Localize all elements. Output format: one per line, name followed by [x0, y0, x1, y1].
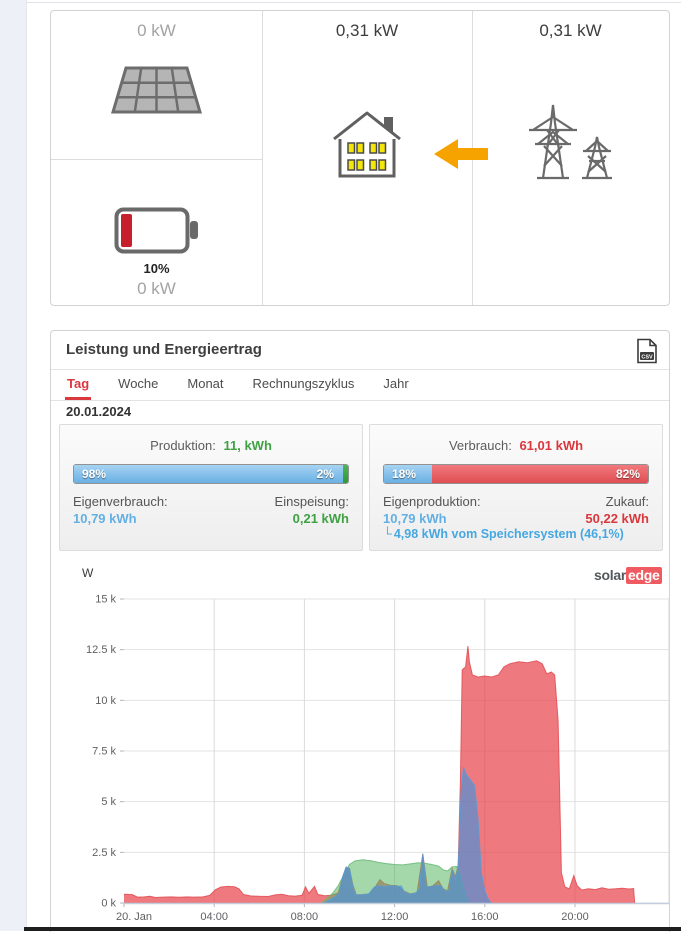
column-divider [262, 11, 263, 305]
self-production-label: Eigenproduktion: [383, 494, 481, 509]
power-area-chart[interactable]: 0 k 2.5 k 5 k 7.5 k 10 k 12.5 k 15 k 20. Jan 04:… [50, 560, 670, 931]
time-range-tabs: Tag Woche Monat Rechnungszyklus Jahr [51, 370, 669, 401]
storage-note-text: 4,98 kWh vom Speichersystem (46,1%) [393, 527, 624, 541]
consumption-detail-columns: Eigenproduktion: 10,79 kWh Zukauf: 50,22… [383, 494, 649, 526]
top-divider [27, 2, 681, 3]
selected-date: 20.01.2024 [66, 404, 132, 419]
battery-soc-label: 10% [143, 261, 170, 276]
svg-text:20. Jan: 20. Jan [116, 911, 152, 923]
power-grid-icon [529, 104, 612, 180]
solar-panel-icon [111, 66, 202, 114]
energy-panel: Leistung und Energieertrag CSV Tag Woche… [50, 330, 670, 932]
house-icon [333, 111, 401, 178]
svg-text:12:00: 12:00 [381, 911, 409, 923]
logo-part-solar: solar [594, 567, 626, 583]
consumption-headline: Verbrauch: 61,01 kWh [370, 438, 662, 453]
bar-left-percent: 18% [392, 467, 417, 481]
battery-power-value: 0 kW [137, 279, 176, 298]
solaredge-logo: solar edge [594, 567, 663, 584]
svg-text:CSV: CSV [641, 354, 653, 360]
self-consumption-value: 10,79 kWh [73, 511, 137, 526]
self-production-value: 10,79 kWh [383, 511, 447, 526]
bar-right-percent: 82% [615, 467, 640, 481]
grid-power-value: 0,31 kW [539, 21, 602, 40]
page-left-strip [0, 0, 27, 931]
power-flow-widget: 0 kW 10% 0 kW 0,31 kW 0,31 kW [50, 10, 670, 306]
feed-in-segment [342, 465, 348, 483]
self-consumption-segment [74, 465, 343, 483]
purchased-column: Zukauf: 50,22 kWh [585, 494, 649, 526]
pv-power-value: 0 kW [137, 21, 176, 40]
feed-in-column: Einspeisung: 0,21 kWh [275, 494, 349, 526]
battery-icon [114, 207, 198, 254]
tab-rechnungszyklus[interactable]: Rechnungszyklus [252, 376, 355, 391]
svg-text:20:00: 20:00 [561, 911, 589, 923]
tab-jahr[interactable]: Jahr [383, 376, 409, 391]
bar-left-percent: 98% [82, 467, 107, 481]
feed-in-label: Einspeisung: [274, 494, 349, 509]
tab-monat[interactable]: Monat [187, 376, 224, 391]
consumption-label: Verbrauch: [448, 438, 512, 453]
svg-text:04:00: 04:00 [200, 911, 228, 923]
svg-text:2.5 k: 2.5 k [92, 847, 116, 859]
storage-contribution-note: └ 4,98 kWh vom Speichersystem (46,1%) [383, 527, 649, 541]
consumption-summary-box: Verbrauch: 61,01 kWh 18% 82% Eigenproduk… [369, 424, 663, 551]
svg-text:0 k: 0 k [101, 898, 116, 910]
svg-text:15 k: 15 k [95, 594, 116, 606]
purchased-value: 50,22 kWh [585, 511, 649, 526]
energy-panel-header: Leistung und Energieertrag CSV [51, 331, 669, 370]
logo-part-edge: edge [625, 567, 663, 584]
tab-woche[interactable]: Woche [118, 376, 159, 391]
storage-arrow-icon: └ [383, 527, 392, 541]
panel-title: Leistung und Energieertrag [66, 341, 262, 358]
tab-tag[interactable]: Tag [65, 370, 92, 400]
svg-text:12.5 k: 12.5 k [86, 644, 116, 656]
self-production-column: Eigenproduktion: 10,79 kWh [383, 494, 481, 526]
row-divider [51, 159, 262, 160]
svg-text:5 k: 5 k [101, 796, 116, 808]
self-consumption-column: Eigenverbrauch: 10,79 kWh [73, 494, 168, 526]
svg-text:08:00: 08:00 [291, 911, 319, 923]
purchased-segment [431, 465, 648, 483]
bottom-edge-bar [24, 927, 681, 931]
grid-to-house-arrow-icon [434, 139, 488, 169]
bar-right-percent: 2% [316, 467, 334, 481]
production-summary-box: Produktion: 11, kWh 98% 2% Eigenverbrauc… [59, 424, 363, 551]
self-production-segment [384, 465, 432, 483]
svg-text:10 k: 10 k [95, 695, 116, 707]
feed-in-value: 0,21 kWh [292, 511, 349, 526]
production-value: 11, kWh [223, 438, 272, 453]
self-consumption-label: Eigenverbrauch: [73, 494, 168, 509]
chart-unit-label: W [82, 566, 94, 580]
production-detail-columns: Eigenverbrauch: 10,79 kWh Einspeisung: 0… [73, 494, 349, 526]
svg-text:7.5 k: 7.5 k [92, 746, 116, 758]
production-ratio-bar: 98% 2% [73, 464, 349, 484]
production-headline: Produktion: 11, kWh [60, 438, 362, 453]
consumption-ratio-bar: 18% 82% [383, 464, 649, 484]
purchased-label: Zukauf: [605, 494, 649, 509]
production-label: Produktion: [150, 438, 216, 453]
csv-export-icon[interactable]: CSV [636, 338, 658, 364]
consumption-value: 61,01 kWh [519, 438, 584, 453]
house-power-value: 0,31 kW [335, 21, 399, 40]
svg-text:16:00: 16:00 [471, 911, 499, 923]
